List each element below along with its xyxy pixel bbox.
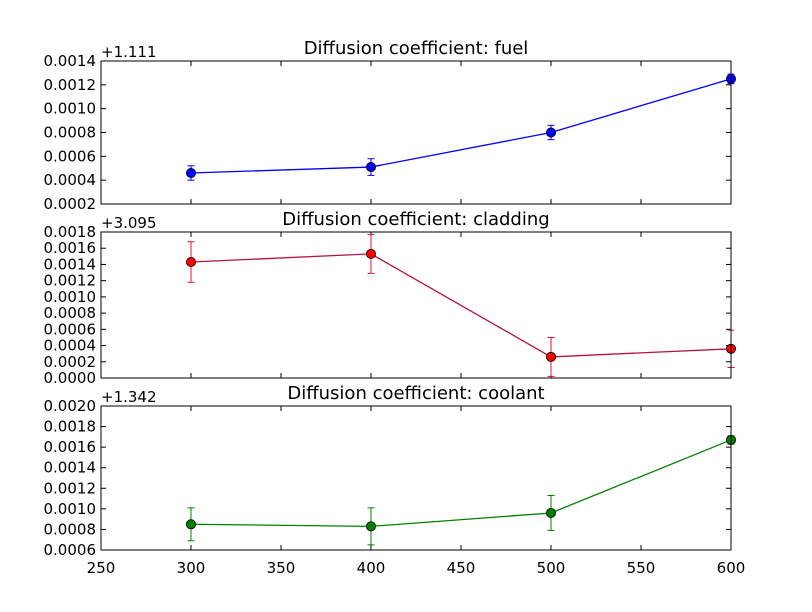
axis-offset-label: +3.095 xyxy=(101,214,157,232)
y-tick-label: 0.0008 xyxy=(44,520,97,538)
data-point xyxy=(185,257,196,268)
panel-title: Diffusion coefficient: fuel xyxy=(304,38,529,59)
data-point xyxy=(365,162,376,173)
data-point xyxy=(365,248,376,259)
axis-offset-label: +1.342 xyxy=(101,388,157,406)
y-tick-label: 0.0018 xyxy=(44,223,97,241)
y-tick-label: 0.0014 xyxy=(44,459,97,477)
y-tick-label: 0.0010 xyxy=(44,100,97,118)
series-line xyxy=(190,253,732,358)
y-tick-label: 0.0008 xyxy=(44,304,97,322)
panel-title: Diffusion coefficient: cladding xyxy=(282,209,549,230)
y-tick-label: 0.0008 xyxy=(44,124,97,142)
y-tick-label: 0.0010 xyxy=(44,500,97,518)
x-tick-label: 400 xyxy=(357,559,386,577)
x-tick-label: 250 xyxy=(87,559,116,577)
x-tick-label: 350 xyxy=(267,559,296,577)
y-tick-label: 0.0012 xyxy=(44,272,97,290)
y-tick-label: 0.0016 xyxy=(44,438,97,456)
y-tick-label: 0.0006 xyxy=(44,541,97,559)
axes-frame xyxy=(100,405,732,551)
x-tick-label: 550 xyxy=(627,559,656,577)
y-tick-label: 0.0006 xyxy=(44,147,97,165)
y-tick-label: 0.0018 xyxy=(44,418,97,436)
y-tick-label: 0.0020 xyxy=(44,397,97,415)
data-point xyxy=(365,521,376,532)
x-tick-label: 450 xyxy=(447,559,476,577)
y-tick-label: 0.0006 xyxy=(44,320,97,338)
data-point xyxy=(546,507,557,518)
panel-title: Diffusion coefficient: coolant xyxy=(287,383,544,404)
series-line xyxy=(190,78,732,174)
y-tick-label: 0.0014 xyxy=(44,255,97,273)
data-point xyxy=(185,519,196,530)
y-tick-label: 0.0004 xyxy=(44,337,97,355)
x-tick-label: 600 xyxy=(717,559,746,577)
y-tick-label: 0.0012 xyxy=(44,479,97,497)
y-tick-label: 0.0016 xyxy=(44,239,97,257)
y-tick-label: 0.0002 xyxy=(44,195,97,213)
axis-offset-label: +1.111 xyxy=(101,43,157,61)
axes-frame xyxy=(100,60,732,205)
series-line xyxy=(190,439,732,527)
y-tick-label: 0.0010 xyxy=(44,288,97,306)
y-tick-label: 0.0004 xyxy=(44,171,97,189)
y-tick-label: 0.0000 xyxy=(44,369,97,387)
y-tick-label: 0.0014 xyxy=(44,52,97,70)
y-tick-label: 0.0002 xyxy=(44,353,97,371)
x-tick-label: 500 xyxy=(537,559,566,577)
data-point xyxy=(185,168,196,179)
y-tick-label: 0.0012 xyxy=(44,76,97,94)
data-point xyxy=(546,351,557,362)
data-point xyxy=(546,127,557,138)
x-tick-label: 300 xyxy=(177,559,206,577)
axes-frame xyxy=(100,231,732,379)
